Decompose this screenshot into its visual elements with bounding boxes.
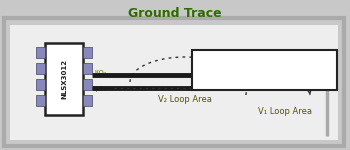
Text: I/O₂: I/O₂: [94, 87, 107, 93]
Bar: [4, 18, 344, 146]
Bar: [83, 95, 92, 106]
Bar: [36, 63, 45, 74]
Bar: [10, 25, 338, 140]
Bar: [83, 47, 92, 58]
Bar: [36, 79, 45, 90]
Text: I/O Connector: I/O Connector: [219, 72, 310, 84]
Bar: [192, 50, 337, 90]
Bar: [36, 47, 45, 58]
Bar: [45, 43, 83, 115]
Text: V₂ Loop Area: V₂ Loop Area: [158, 96, 212, 105]
Text: NLSX3012: NLSX3012: [61, 59, 67, 99]
Text: D₁: D₁: [229, 56, 237, 64]
Bar: [36, 95, 45, 106]
Bar: [83, 79, 92, 90]
Text: GND: GND: [311, 56, 329, 64]
Text: I/O₁: I/O₁: [94, 70, 106, 76]
Text: V₁ Loop Area: V₁ Loop Area: [258, 108, 312, 117]
Bar: [83, 63, 92, 74]
Text: D₂: D₂: [205, 56, 215, 64]
Text: Ground Trace: Ground Trace: [128, 7, 222, 20]
